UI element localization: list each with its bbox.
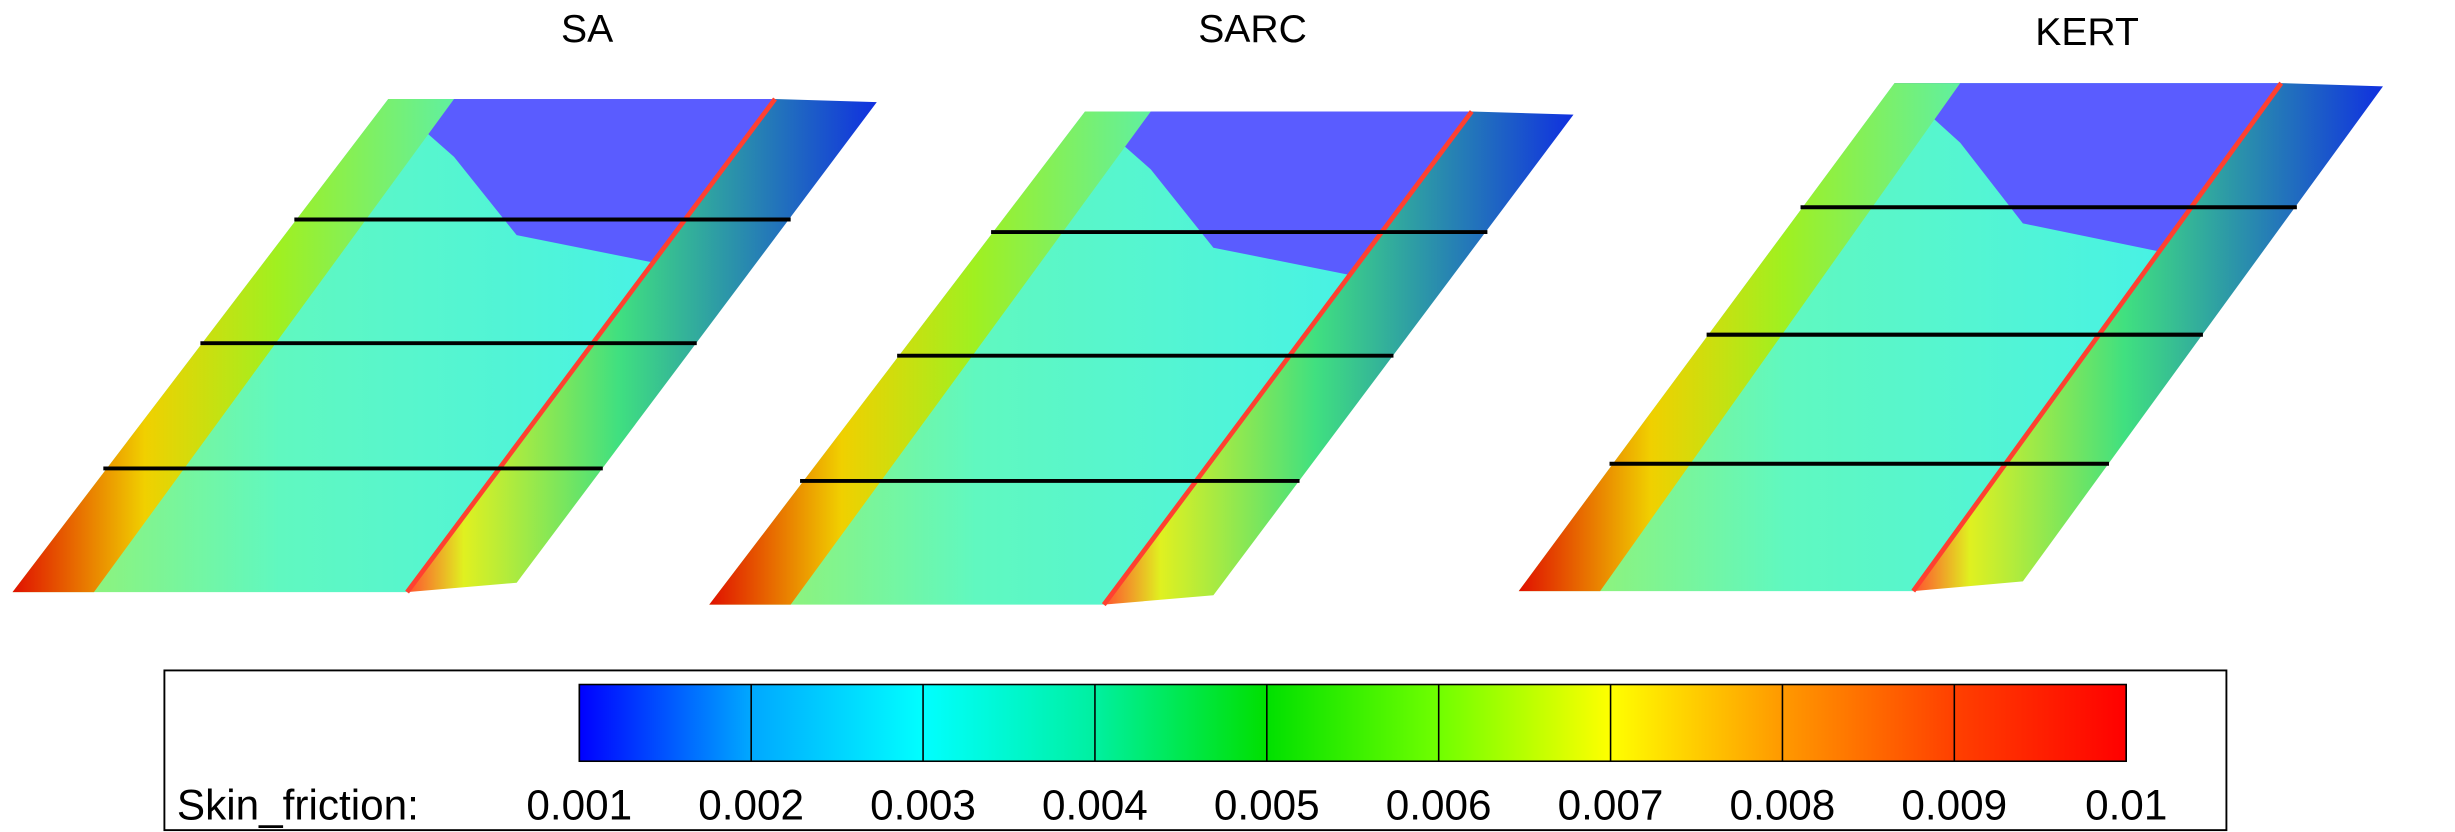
wing-sa bbox=[13, 99, 877, 592]
wing-sarc bbox=[709, 111, 1573, 604]
colorbar-label: Skin_friction: bbox=[177, 781, 419, 828]
colorbar-segment bbox=[1611, 685, 1783, 762]
colorbar-segment bbox=[1954, 685, 2126, 762]
colorbar-segment bbox=[923, 685, 1095, 762]
colorbar-tick-label: 0.01 bbox=[2085, 781, 2167, 828]
colorbar-tick-label: 0.003 bbox=[870, 781, 976, 828]
colorbar-tick-label: 0.002 bbox=[698, 781, 804, 828]
colorbar-segment bbox=[751, 685, 923, 762]
colorbar-tick-label: 0.004 bbox=[1042, 781, 1148, 828]
colorbar-tick-label: 0.007 bbox=[1558, 781, 1664, 828]
panel-title: KERT bbox=[2035, 11, 2139, 54]
colorbar-segment bbox=[579, 685, 751, 762]
colorbar-tick-label: 0.006 bbox=[1386, 781, 1492, 828]
colorbar-tick-label: 0.005 bbox=[1214, 781, 1320, 828]
colorbar-segment bbox=[1267, 685, 1439, 762]
figure: SA SARC KERT Skin_friction: 0.001 0.002 0.… bbox=[0, 0, 2455, 832]
panel-title: SARC bbox=[1198, 8, 1307, 51]
wing-kert bbox=[1519, 83, 2383, 591]
colorbar-tick-label: 0.001 bbox=[526, 781, 632, 828]
colorbar-segment bbox=[1782, 685, 1954, 762]
colorbar-segment bbox=[1095, 685, 1267, 762]
page: {"chart_data": {"type": "contour", "pane… bbox=[0, 0, 2455, 832]
colorbar-tick-label: 0.009 bbox=[1901, 781, 2007, 828]
colorbar-tick-label: 0.008 bbox=[1730, 781, 1836, 828]
colorbar-segment bbox=[1439, 685, 1611, 762]
panel-title: SA bbox=[561, 8, 614, 51]
